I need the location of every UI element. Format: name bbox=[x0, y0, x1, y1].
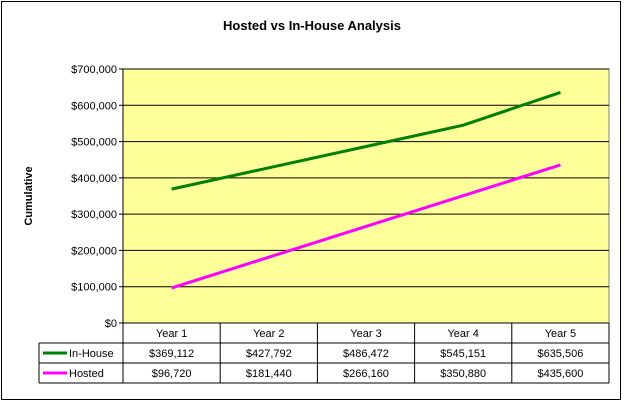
data-value-in-house: $545,151 bbox=[440, 348, 486, 360]
data-value-hosted: $350,880 bbox=[440, 368, 486, 380]
category-label: Year 3 bbox=[350, 328, 381, 340]
data-value-in-house: $486,472 bbox=[343, 348, 389, 360]
y-tick-label: $500,000 bbox=[71, 137, 117, 149]
category-label: Year 1 bbox=[156, 328, 187, 340]
plot-area bbox=[122, 68, 610, 324]
data-value-hosted: $181,440 bbox=[246, 368, 292, 380]
y-axis-label: Cumulative bbox=[23, 166, 35, 225]
legend-label-hosted: Hosted bbox=[69, 368, 104, 380]
data-value-in-house: $369,112 bbox=[149, 348, 194, 360]
data-value-hosted: $435,600 bbox=[537, 368, 583, 380]
y-tick-label: $0 bbox=[105, 318, 117, 330]
category-label: Year 2 bbox=[253, 328, 284, 340]
y-tick-label: $200,000 bbox=[71, 245, 117, 257]
series-line-hosted bbox=[171, 163, 561, 290]
y-tick-label: $100,000 bbox=[71, 282, 117, 294]
data-value-hosted: $96,720 bbox=[152, 368, 192, 380]
chart-title: Hosted vs In-House Analysis bbox=[223, 18, 401, 33]
y-tick-label: $300,000 bbox=[71, 209, 117, 221]
data-value-hosted: $266,160 bbox=[343, 368, 389, 380]
y-tick-label: $600,000 bbox=[71, 100, 117, 112]
category-label: Year 5 bbox=[545, 328, 576, 340]
y-tick-label: $400,000 bbox=[71, 173, 117, 185]
legend-label-in-house: In-House bbox=[69, 348, 114, 360]
data-value-in-house: $427,792 bbox=[246, 348, 292, 360]
y-tick-label: $700,000 bbox=[71, 64, 117, 76]
data-value-in-house: $635,506 bbox=[537, 348, 583, 360]
series-line-in-house bbox=[171, 90, 561, 191]
category-label: Year 4 bbox=[447, 328, 478, 340]
